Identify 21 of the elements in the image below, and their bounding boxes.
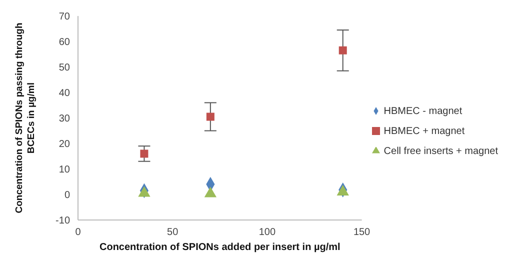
y-tick-label: 10	[58, 164, 70, 176]
point	[338, 46, 347, 54]
x-tick-label: 50	[167, 227, 179, 238]
y-tick-label: 0	[64, 190, 70, 202]
y-tick-label: -10	[56, 216, 70, 227]
y-tick-label: 60	[58, 37, 70, 48]
y-tick-label: 30	[58, 114, 70, 125]
y-tick-label: 70	[58, 12, 70, 23]
y-tick-label: 50	[58, 62, 70, 74]
point	[140, 150, 148, 158]
x-tick-label: 0	[75, 227, 82, 238]
x-tick-label: 150	[353, 227, 371, 238]
point	[206, 112, 214, 121]
legend-label: HBMEC + magnet	[384, 126, 465, 136]
y-tick-label: 20	[58, 139, 70, 150]
x-axis-title: Concentration of SPIONs added per insert in µg/ml	[99, 242, 341, 253]
x-tick-label: 100	[258, 227, 276, 238]
legend-label: HBMEC - magnet	[384, 106, 462, 116]
y-tick-label: 40	[58, 88, 70, 100]
y-axis-title: Concentration of SPIONs passing through BCECs in µg/ml	[14, 22, 37, 214]
legend-label: Cell free inserts + magnet	[384, 146, 498, 156]
